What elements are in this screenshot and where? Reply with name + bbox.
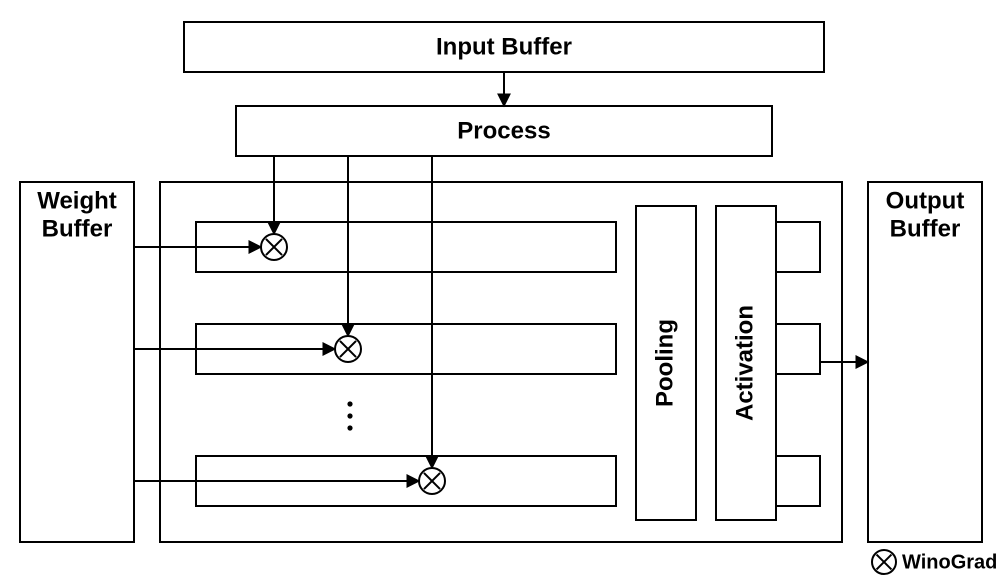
- output-buffer-label-2: Buffer: [890, 215, 961, 242]
- architecture-diagram: Input BufferProcessWeightBufferOutputBuf…: [0, 0, 1000, 583]
- ellipsis-dot-0: [347, 401, 352, 406]
- ellipsis-dot-2: [347, 425, 352, 430]
- legend-winograd-icon: [872, 550, 896, 574]
- pooling-label: Pooling: [651, 319, 678, 407]
- winograd-op-1: [335, 336, 361, 362]
- process-label: Process: [457, 117, 550, 144]
- weight-buffer-label-2: Buffer: [42, 215, 113, 242]
- input-buffer-label: Input Buffer: [436, 33, 572, 60]
- stub-2: [776, 324, 820, 374]
- stub-1: [776, 222, 820, 272]
- legend-label: WinoGrad: [902, 551, 997, 573]
- output-buffer-label-1: Output: [886, 187, 965, 214]
- winograd-op-2: [419, 468, 445, 494]
- weight-buffer-label-1: Weight: [37, 187, 117, 214]
- winograd-op-0: [261, 234, 287, 260]
- stub-3: [776, 456, 820, 506]
- ellipsis-dot-1: [347, 413, 352, 418]
- activation-label: Activation: [731, 305, 758, 421]
